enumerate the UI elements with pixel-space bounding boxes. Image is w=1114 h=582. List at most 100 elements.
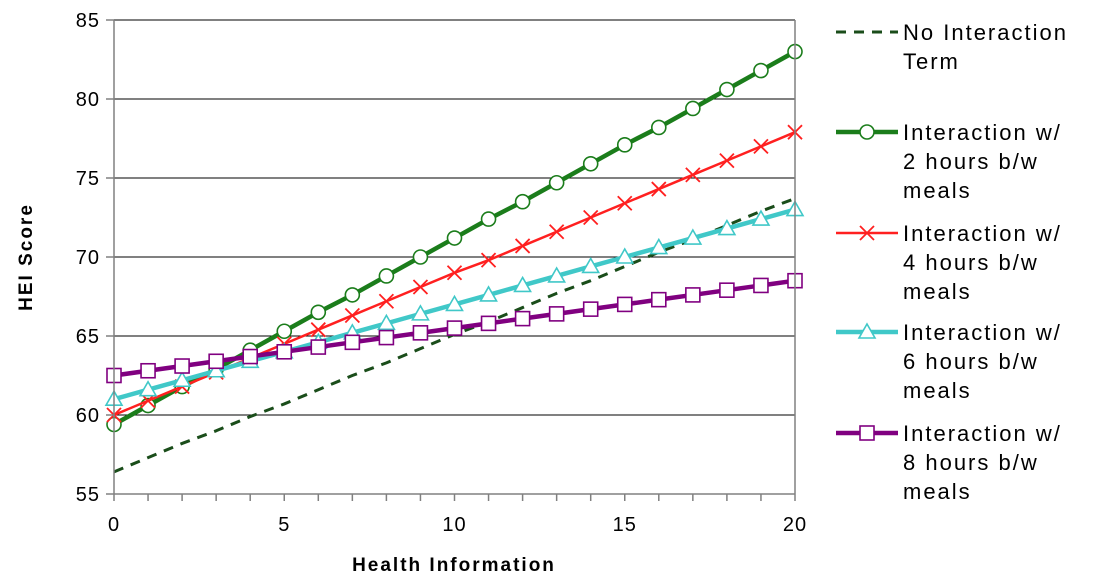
data-point (547, 266, 567, 283)
data-point (548, 306, 565, 322)
data-point (616, 137, 633, 153)
y-tick-label: 85 (76, 10, 100, 32)
data-point (615, 247, 635, 264)
data-point (616, 296, 633, 313)
data-point (445, 294, 464, 312)
x-tick-label: 10 (442, 514, 466, 536)
data-point (753, 138, 769, 155)
legend-swatch-marker (859, 124, 875, 140)
legend-entry-1: No Interaction Term (836, 20, 1068, 74)
legend-label: No Interaction (903, 20, 1068, 45)
legend: No Interaction Term Interaction w/2 hours … (836, 20, 1068, 504)
legend-entry-2: Interaction w/2 hours b/w meals (836, 120, 1062, 203)
data-point (685, 100, 701, 117)
data-point (717, 218, 737, 236)
data-point (683, 228, 703, 245)
gridlines (114, 19, 795, 416)
data-point (276, 323, 293, 340)
data-point (685, 167, 701, 183)
data-point (242, 348, 258, 365)
y-tick-label: 55 (76, 484, 100, 506)
data-point (548, 174, 565, 191)
legend-label: 4 hours b/w (903, 250, 1039, 275)
data-point (719, 81, 735, 98)
data-point (412, 249, 429, 265)
legend-entry-4: Interaction w/6 hours b/w meals (836, 320, 1060, 403)
data-point (514, 193, 531, 210)
data-point (412, 279, 429, 295)
data-point (583, 209, 599, 226)
data-point (377, 313, 396, 331)
legend-label: Term (903, 49, 960, 74)
data-point (582, 301, 599, 317)
data-point (514, 310, 531, 327)
data-point (649, 237, 669, 255)
legend-label: meals (903, 178, 972, 203)
data-point (479, 285, 498, 302)
y-tick-label: 75 (76, 168, 100, 190)
y-tick-label: 65 (76, 326, 100, 348)
data-point (344, 287, 361, 303)
legend-swatch-marker (859, 425, 875, 441)
data-point (140, 362, 156, 379)
legend-label: Interaction w/ (903, 421, 1062, 446)
legend-label: 8 hours b/w (903, 450, 1039, 475)
legend-entry-3: Interaction w/4 hours b/w meals (836, 221, 1060, 304)
data-point (651, 181, 667, 197)
y-axis-title: HEI Score (16, 203, 37, 311)
data-point (719, 152, 735, 169)
data-point (446, 230, 463, 246)
x-axis-title: Health Information (352, 555, 556, 576)
legend-swatch-marker (857, 322, 877, 339)
data-point (581, 256, 601, 274)
data-point (685, 287, 701, 303)
legend-label: 2 hours b/w (903, 149, 1039, 174)
data-point (719, 282, 735, 298)
data-point (412, 325, 429, 341)
legend-label: Interaction w/ (903, 120, 1062, 145)
data-point (480, 252, 497, 268)
data-point (549, 224, 565, 240)
data-point (172, 370, 192, 388)
data-point (344, 334, 361, 351)
y-tick-label: 70 (76, 247, 100, 269)
legend-label: meals (903, 479, 972, 504)
data-point (378, 329, 395, 346)
data-point (138, 380, 158, 397)
data-point (174, 358, 190, 374)
legend-entry-5: Interaction w/8 hours b/w meals (836, 421, 1062, 504)
data-point (310, 322, 326, 338)
data-point (208, 353, 224, 370)
data-point (513, 275, 532, 293)
x-tick-label: 5 (278, 514, 290, 536)
data-point (206, 361, 226, 378)
x-tick-label: 15 (613, 514, 637, 536)
legend-swatch-marker (859, 225, 875, 241)
legend-label: meals (903, 279, 972, 304)
data-point (310, 304, 327, 321)
data-point (650, 291, 667, 308)
data-point (480, 211, 497, 227)
legend-label: meals (903, 378, 972, 403)
data-point (753, 277, 769, 294)
data-point (378, 293, 395, 309)
data-point (617, 195, 633, 211)
data-point (446, 265, 463, 281)
x-tick-label: 20 (783, 514, 807, 536)
y-tick-label: 80 (76, 89, 100, 111)
legend-label: 6 hours b/w (903, 349, 1039, 374)
y-tick-label: 60 (76, 405, 100, 427)
data-point (344, 307, 360, 324)
data-point (753, 62, 769, 79)
data-point (480, 315, 497, 332)
data-point (582, 155, 599, 172)
data-point (310, 339, 327, 355)
series-5 (106, 272, 803, 384)
data-point (378, 268, 395, 284)
data-point (276, 343, 293, 360)
series-lines (104, 43, 805, 474)
x-tick-label: 0 (108, 514, 120, 536)
data-point (514, 238, 531, 254)
axes: 55 60 65 70 75 80 85 0 5 10 15 20 (76, 10, 807, 536)
